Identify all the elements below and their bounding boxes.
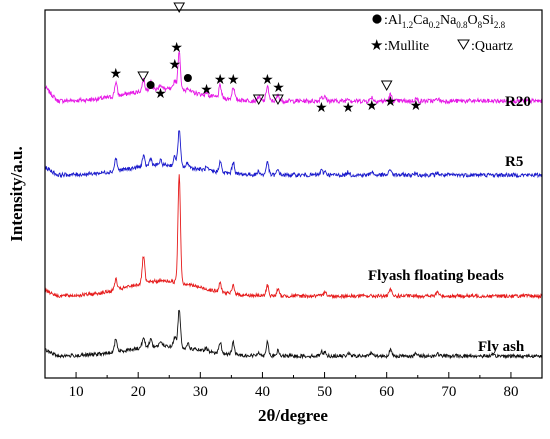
legend-main: Ca — [413, 13, 429, 28]
legend-sub: 1.2 — [402, 20, 413, 30]
legend: :Al1.2Ca0.2Na0.8O8Si2.8 ★ :Mullite :Quar… — [370, 13, 513, 54]
mullite-star-marker: ★ — [261, 72, 274, 88]
series-layer — [44, 50, 543, 360]
mullite-star-marker: ★ — [365, 98, 378, 114]
y-axis-title: Intensity/a.u. — [7, 146, 26, 241]
series-label-floating-beads: Flyash floating beads — [368, 268, 504, 284]
mullite-star-marker: ★ — [384, 94, 397, 110]
mullite-star-marker: ★ — [227, 72, 240, 88]
legend-phase-prefix: :Al — [384, 13, 402, 28]
quartz-triangle-marker — [380, 80, 393, 92]
mullite-star-marker: ★ — [272, 80, 285, 96]
phase-dot-icon — [372, 14, 382, 24]
series-label-fly-ash: Fly ash — [478, 339, 525, 355]
x-tick-label: 20 — [131, 384, 146, 400]
legend-main: Si — [482, 13, 494, 28]
quartz-triangle-marker — [137, 71, 150, 83]
marker-layer: ★★★★★★ ★ ★★★ ★ ★ ★ ★ — [110, 2, 423, 116]
mullite-star-marker: ★ — [154, 86, 167, 102]
mullite-star-marker: ★ — [315, 100, 328, 116]
x-tick-label: 80 — [503, 384, 518, 400]
series-label-r5: R5 — [505, 154, 523, 170]
legend-mullite-label: :Mullite — [384, 39, 429, 54]
series-line — [44, 130, 543, 179]
legend-sub: 0.2 — [429, 20, 440, 30]
x-axis-title: 2θ/degree — [258, 406, 328, 425]
mullite-star-marker: ★ — [342, 100, 355, 116]
quartz-triangle-marker — [173, 2, 186, 14]
quartz-triangle-icon — [457, 39, 470, 50]
phase-dot-marker — [146, 81, 155, 89]
legend-quartz-label: :Quartz — [471, 39, 513, 54]
x-tick-label: 40 — [255, 384, 270, 400]
mullite-star-marker: ★ — [410, 98, 423, 114]
legend-main: Na — [440, 13, 457, 28]
series-line — [44, 174, 543, 300]
x-tick-label: 50 — [317, 384, 332, 400]
mullite-star-marker: ★ — [169, 57, 182, 73]
mullite-star-marker: ★ — [170, 40, 183, 56]
x-tick-label: 30 — [193, 384, 208, 400]
phase-dot-marker — [183, 74, 192, 82]
x-tick-label: 10 — [69, 384, 84, 400]
legend-sub: 2.8 — [494, 20, 506, 30]
legend-sub: 0.8 — [456, 20, 468, 30]
legend-main: O — [468, 13, 478, 28]
series-label-r20: R20 — [505, 94, 531, 110]
legend-phase-label: :Al1.2Ca0.2Na0.8O8Si2.8 — [384, 13, 506, 30]
legend-sub: 8 — [478, 20, 483, 30]
x-tick-label: 70 — [441, 384, 456, 400]
x-tick-label: 60 — [379, 384, 394, 400]
mullite-star-marker: ★ — [110, 66, 123, 82]
x-tick-layer: 10 20 30 40 50 60 70 80 — [44, 372, 543, 400]
mullite-star-marker: ★ — [200, 82, 213, 98]
mullite-star-icon: ★ — [370, 36, 383, 54]
series-line — [44, 50, 543, 105]
quartz-triangle-marker — [272, 94, 284, 106]
quartz-triangle-marker — [252, 94, 265, 106]
series-line — [44, 309, 543, 360]
mullite-star-marker: ★ — [214, 72, 227, 88]
